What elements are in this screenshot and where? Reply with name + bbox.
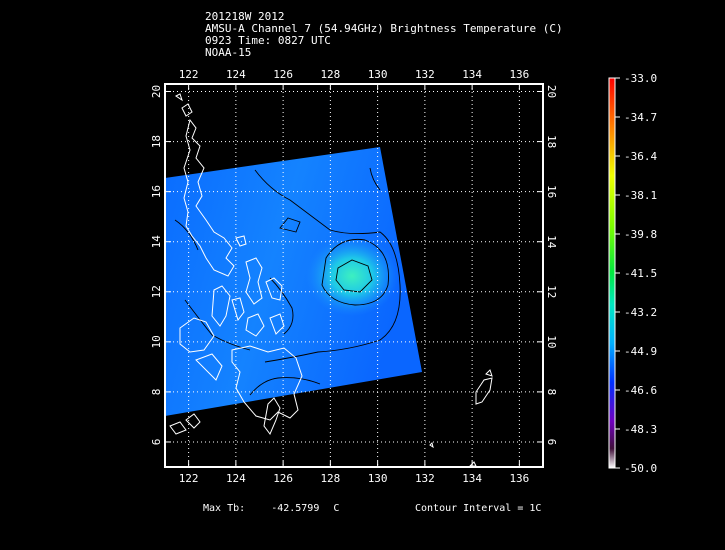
max-tb-unit: C [333, 503, 340, 514]
lon-label-top: 134 [462, 68, 482, 81]
lon-label-bottom: 126 [273, 472, 293, 485]
max-tb-label: Max Tb: [203, 503, 246, 514]
title-line-product: AMSU-A Channel 7 (54.94GHz) Brightness T… [205, 22, 563, 35]
lon-label-bottom: 122 [179, 472, 199, 485]
colorbar-label: -36.4 [624, 150, 657, 163]
lon-label-top: 136 [509, 68, 529, 81]
colorbar-labels: -33.0 -34.7 -36.4 -38.1 -39.8 -41.5 -43.2 -44.9… [615, 72, 657, 475]
colorbar: -33.0 -34.7 -36.4 -38.1 -39.8 -41.5 -43.2 -44.9… [608, 72, 657, 475]
colorbar-label: -41.5 [624, 267, 657, 280]
coastline-islands [169, 93, 493, 467]
colorbar-label: -39.8 [624, 228, 657, 241]
colorbar-label: -48.3 [624, 423, 657, 436]
colorbar-label: -33.0 [624, 72, 657, 85]
lat-label-right: 18 [545, 135, 558, 148]
title-line-satellite: NOAA-15 [205, 46, 252, 59]
colorbar-label: -46.6 [624, 384, 657, 397]
title-line-storm: 201218W 2012 [205, 10, 285, 23]
lon-label-bottom: 130 [368, 472, 388, 485]
colorbar-label: -44.9 [624, 345, 657, 358]
lat-label-left: 10 [150, 335, 163, 348]
title-line-time: 0923 Time: 0827 UTC [205, 34, 331, 47]
lon-label-top: 132 [415, 68, 435, 81]
temperature-contours [174, 167, 401, 396]
lon-label-top: 124 [226, 68, 246, 81]
lon-label-bottom: 136 [509, 472, 529, 485]
lat-label-left: 12 [150, 285, 163, 298]
lat-label-left: 6 [150, 439, 163, 446]
lat-lon-grid [165, 84, 543, 467]
lat-label-right: 6 [545, 439, 558, 446]
warm-core [306, 236, 398, 316]
lon-label-top: 122 [179, 68, 199, 81]
lon-label-top: 126 [273, 68, 293, 81]
lat-label-left: 14 [150, 235, 163, 249]
lon-label-top: 130 [368, 68, 388, 81]
map-frame [164, 83, 544, 468]
lat-label-right: 10 [545, 335, 558, 348]
lon-label-top: 128 [320, 68, 340, 81]
lat-label-right: 20 [545, 85, 558, 98]
max-tb-value: -42.5799 [271, 503, 320, 514]
lat-label-left: 16 [150, 185, 163, 198]
colorbar-label: -43.2 [624, 306, 657, 319]
colorbar-label: -38.1 [624, 189, 657, 202]
map-title: 201218W 2012 AMSU-A Channel 7 (54.94GHz)… [205, 11, 563, 59]
max-tb-readout: Max Tb: -42.5799 C [203, 503, 339, 514]
lat-label-right: 8 [545, 389, 558, 396]
lat-label-right: 16 [545, 185, 558, 198]
lat-label-left: 20 [150, 85, 163, 98]
lat-label-right: 14 [545, 235, 558, 249]
lon-label-bottom: 128 [320, 472, 340, 485]
lon-label-bottom: 134 [462, 472, 482, 485]
lon-label-bottom: 124 [226, 472, 246, 485]
colorbar-label: -34.7 [624, 111, 657, 124]
contour-interval-label: Contour Interval = 1C [415, 503, 542, 514]
lat-label-left: 8 [150, 389, 163, 396]
colorbar-scale [608, 77, 616, 469]
lat-label-right: 12 [545, 285, 558, 298]
axis-ticks: 1221221241241261261281281301301321321341… [150, 68, 558, 485]
lon-label-bottom: 132 [415, 472, 435, 485]
amsu-swath [165, 147, 422, 416]
colorbar-label: -50.0 [624, 462, 657, 475]
lat-label-left: 18 [150, 135, 163, 148]
